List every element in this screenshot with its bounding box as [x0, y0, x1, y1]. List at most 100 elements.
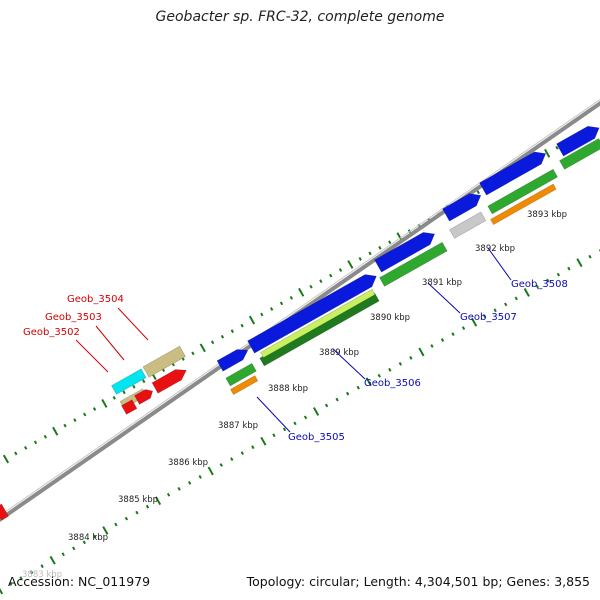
outer-tick-mark — [199, 343, 206, 353]
tick-label: 3893 kbp — [527, 210, 567, 220]
highlighted-gene-feature — [0, 503, 9, 521]
gene-label: Geob_3502 — [23, 327, 80, 338]
gene-leader-line — [117, 307, 149, 341]
inner-tick-mark — [588, 254, 592, 259]
forward-cds-feature — [442, 193, 482, 222]
outer-tick-mark — [279, 301, 284, 306]
tick-label: 3886 kbp — [168, 458, 208, 468]
tick-label: 3885 kbp — [118, 495, 158, 505]
inner-tick-mark — [145, 504, 150, 509]
inner-tick-mark — [377, 373, 381, 378]
inner-tick-mark — [451, 332, 455, 337]
outer-tick-mark — [230, 329, 234, 334]
highlighted-gene-feature — [151, 369, 187, 394]
outer-tick-mark — [73, 418, 77, 422]
reverse-cds-feature — [559, 138, 600, 170]
inner-tick-mark — [187, 481, 192, 485]
outer-tick-mark — [132, 384, 136, 389]
outer-tick-mark — [544, 148, 551, 158]
tick-label: 3890 kbp — [370, 313, 410, 323]
reverse-cds-feature — [225, 362, 257, 387]
gene-leader-line — [95, 325, 125, 361]
outer-tick-mark — [63, 423, 67, 428]
genome-summary-label: Topology: circular; Length: 4,304,501 bp… — [246, 574, 590, 589]
outer-tick-mark — [269, 307, 274, 311]
rrna-feature — [111, 368, 147, 395]
outer-tick-mark — [240, 323, 244, 328]
outer-tick-mark — [338, 268, 343, 272]
reverse-cds-feature — [260, 289, 376, 359]
inner-tick-mark — [177, 486, 181, 491]
outer-tick-mark — [2, 454, 10, 464]
inner-tick-mark — [493, 308, 497, 313]
gene-leader-line — [487, 247, 512, 281]
inner-tick-mark — [93, 534, 97, 539]
outer-tick-mark — [210, 340, 215, 345]
outer-tick-mark — [43, 434, 48, 439]
gene-leader-line — [75, 339, 109, 373]
inner-tick-mark — [260, 436, 267, 446]
inner-tick-mark — [504, 302, 508, 307]
inner-tick-mark — [430, 344, 434, 348]
forward-cds-feature — [556, 125, 600, 157]
inner-tick-mark — [324, 403, 329, 408]
inner-tick-mark — [240, 451, 244, 456]
gene-label: Geob_3506 — [364, 378, 421, 389]
outer-tick-mark — [248, 315, 256, 325]
reverse-cds-feature — [487, 168, 558, 215]
outer-tick-mark — [52, 426, 59, 436]
gray-feature — [449, 211, 487, 239]
inner-tick-mark — [29, 570, 34, 575]
outer-tick-mark — [260, 312, 264, 317]
outer-tick-mark — [142, 379, 146, 384]
outer-tick-mark — [14, 451, 18, 456]
inner-tick-mark — [219, 463, 223, 467]
gene-label: Geob_3505 — [288, 432, 345, 443]
forward-cds-feature — [479, 151, 547, 196]
inner-tick-mark — [398, 361, 403, 366]
outer-tick-mark — [555, 145, 559, 150]
inner-tick-mark — [207, 466, 214, 476]
inner-tick-mark — [166, 492, 171, 497]
gene-label: Geob_3504 — [67, 294, 124, 305]
inner-tick-mark — [230, 457, 234, 461]
outer-tick-mark — [191, 351, 195, 356]
inner-tick-mark — [471, 317, 478, 327]
outer-tick-mark — [92, 407, 97, 411]
trna-feature — [142, 345, 186, 378]
outer-tick-mark — [112, 395, 116, 400]
outer-tick-mark — [122, 390, 126, 395]
outer-tick-mark — [347, 260, 354, 269]
outer-tick-mark — [33, 440, 38, 445]
misc-feature — [490, 183, 557, 226]
inner-tick-mark — [49, 555, 56, 565]
map-title: Geobacter sp. FRC-32, complete genome — [155, 9, 445, 25]
outer-tick-mark — [289, 295, 293, 300]
genome-backbone-highlight — [0, 98, 600, 517]
inner-tick-mark — [198, 475, 202, 479]
tick-label: 3889 kbp — [319, 348, 359, 358]
inner-tick-mark — [293, 421, 297, 426]
inner-tick-mark — [154, 496, 162, 506]
inner-tick-mark — [72, 546, 76, 551]
forward-cds-feature — [247, 274, 377, 354]
inner-tick-mark — [135, 510, 139, 515]
gene-label: Geob_3507 — [460, 312, 517, 323]
highlighted-gene-feature — [121, 399, 138, 415]
inner-tick-mark — [124, 516, 129, 521]
tick-label: 3887 kbp — [218, 421, 258, 431]
gene-label: Geob_3508 — [511, 279, 568, 290]
outer-tick-mark — [368, 251, 372, 256]
inner-tick-mark — [440, 338, 445, 342]
inner-tick-mark — [409, 356, 413, 360]
tick-label-faded: 3883 kbp — [22, 570, 62, 580]
inner-tick-mark — [576, 258, 583, 268]
inner-tick-mark — [40, 564, 44, 569]
inner-tick-mark — [567, 266, 571, 271]
outer-tick-mark — [388, 240, 392, 245]
inner-tick-mark — [102, 526, 109, 535]
gene-leader-line — [427, 282, 461, 314]
forward-cds-feature — [374, 232, 436, 273]
